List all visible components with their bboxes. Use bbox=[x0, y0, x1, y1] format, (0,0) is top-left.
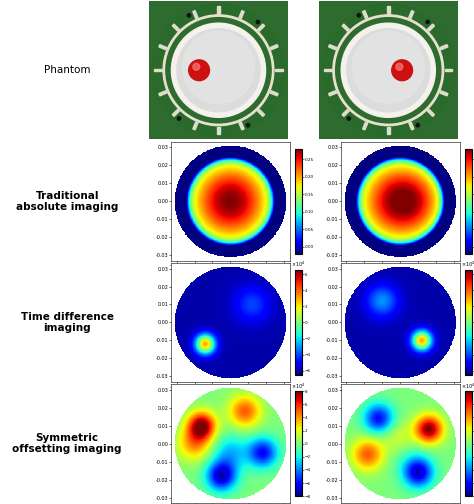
Circle shape bbox=[336, 18, 441, 123]
Circle shape bbox=[187, 14, 191, 17]
Title: $\times10^4$: $\times10^4$ bbox=[461, 260, 474, 269]
Circle shape bbox=[347, 117, 350, 120]
FancyBboxPatch shape bbox=[193, 122, 198, 130]
FancyBboxPatch shape bbox=[159, 91, 167, 96]
Circle shape bbox=[392, 60, 412, 81]
Text: Symmetric
offsetting imaging: Symmetric offsetting imaging bbox=[12, 433, 122, 455]
FancyBboxPatch shape bbox=[239, 11, 244, 19]
FancyBboxPatch shape bbox=[257, 24, 264, 31]
FancyBboxPatch shape bbox=[257, 109, 264, 116]
FancyBboxPatch shape bbox=[427, 109, 435, 116]
Text: Time difference
imaging: Time difference imaging bbox=[21, 311, 114, 333]
FancyBboxPatch shape bbox=[342, 109, 349, 116]
Circle shape bbox=[396, 64, 403, 70]
Circle shape bbox=[246, 123, 250, 127]
Circle shape bbox=[357, 14, 360, 17]
FancyBboxPatch shape bbox=[217, 6, 220, 14]
FancyBboxPatch shape bbox=[275, 69, 283, 72]
Circle shape bbox=[193, 64, 200, 70]
Circle shape bbox=[152, 4, 285, 137]
Circle shape bbox=[189, 60, 210, 81]
FancyBboxPatch shape bbox=[363, 122, 368, 130]
Text: Phantom: Phantom bbox=[44, 65, 91, 75]
FancyBboxPatch shape bbox=[328, 91, 337, 96]
FancyBboxPatch shape bbox=[363, 11, 368, 19]
FancyBboxPatch shape bbox=[155, 69, 162, 72]
Circle shape bbox=[256, 20, 260, 24]
Text: Traditional
absolute imaging: Traditional absolute imaging bbox=[16, 191, 118, 212]
Circle shape bbox=[166, 18, 271, 123]
Circle shape bbox=[163, 15, 274, 125]
Circle shape bbox=[416, 123, 419, 127]
FancyBboxPatch shape bbox=[193, 11, 198, 19]
FancyBboxPatch shape bbox=[409, 11, 414, 19]
Circle shape bbox=[172, 23, 265, 117]
FancyBboxPatch shape bbox=[270, 44, 278, 50]
FancyBboxPatch shape bbox=[173, 24, 180, 31]
FancyBboxPatch shape bbox=[342, 24, 349, 31]
FancyBboxPatch shape bbox=[173, 109, 180, 116]
Circle shape bbox=[177, 29, 260, 112]
Title: $\times10^4$: $\times10^4$ bbox=[291, 260, 305, 269]
FancyBboxPatch shape bbox=[217, 127, 220, 134]
Circle shape bbox=[182, 31, 255, 103]
FancyBboxPatch shape bbox=[387, 6, 390, 14]
Title: $\times10^4$: $\times10^4$ bbox=[291, 381, 305, 391]
FancyBboxPatch shape bbox=[440, 91, 448, 96]
FancyBboxPatch shape bbox=[387, 127, 390, 134]
Circle shape bbox=[177, 117, 181, 120]
FancyBboxPatch shape bbox=[324, 69, 332, 72]
Circle shape bbox=[322, 4, 455, 137]
FancyBboxPatch shape bbox=[445, 69, 452, 72]
FancyBboxPatch shape bbox=[328, 44, 337, 50]
FancyBboxPatch shape bbox=[159, 44, 167, 50]
FancyBboxPatch shape bbox=[427, 24, 435, 31]
Circle shape bbox=[333, 15, 444, 125]
Circle shape bbox=[347, 29, 430, 112]
FancyBboxPatch shape bbox=[270, 91, 278, 96]
Title: $\times10^4$: $\times10^4$ bbox=[461, 381, 474, 391]
FancyBboxPatch shape bbox=[440, 44, 448, 50]
Circle shape bbox=[426, 20, 429, 24]
FancyBboxPatch shape bbox=[409, 122, 414, 130]
Circle shape bbox=[352, 31, 424, 103]
FancyBboxPatch shape bbox=[239, 122, 244, 130]
Circle shape bbox=[341, 23, 435, 117]
